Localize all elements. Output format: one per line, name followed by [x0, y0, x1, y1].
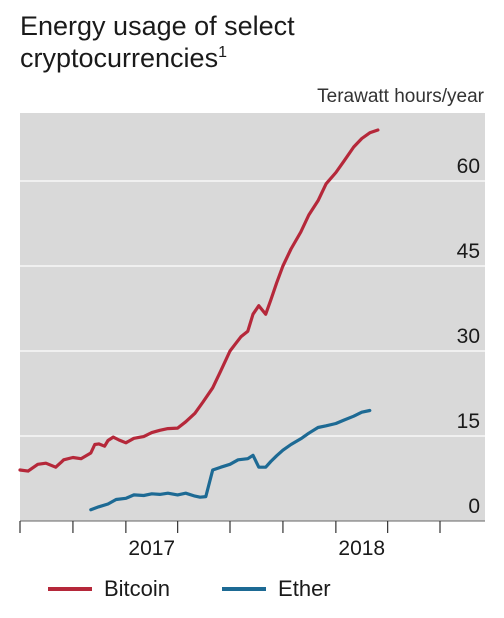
legend-label-bitcoin: Bitcoin — [104, 576, 171, 601]
series-line-ether — [89, 408, 372, 512]
y-tick-label-60: 60 — [457, 155, 480, 178]
legend-swatch-bitcoin — [48, 587, 92, 591]
chart-title: Energy usage of select cryptocurrencies1 — [20, 10, 504, 74]
x-tick-label-2017: 2017 — [128, 537, 175, 560]
legend-label-ether: Ether — [278, 576, 331, 601]
series-line-bitcoin — [18, 128, 380, 473]
units-label: Terawatt hours/year — [317, 86, 484, 107]
y-tick-label-30: 30 — [457, 325, 480, 348]
x-tick-label-2018: 2018 — [338, 537, 385, 560]
legend-item-bitcoin: Bitcoin — [48, 576, 170, 602]
title-text: Energy usage of select cryptocurrencies — [20, 11, 295, 73]
legend: Bitcoin Ether — [48, 576, 383, 602]
legend-item-ether: Ether — [222, 576, 331, 602]
chart-area: 0 15 30 45 60 2017 2018 — [18, 113, 485, 560]
y-tick-label-15: 15 — [457, 410, 480, 433]
y-tick-label-0: 0 — [468, 495, 480, 518]
y-tick-label-45: 45 — [457, 240, 480, 263]
legend-swatch-ether — [222, 587, 267, 591]
title-footnote: 1 — [218, 44, 227, 61]
